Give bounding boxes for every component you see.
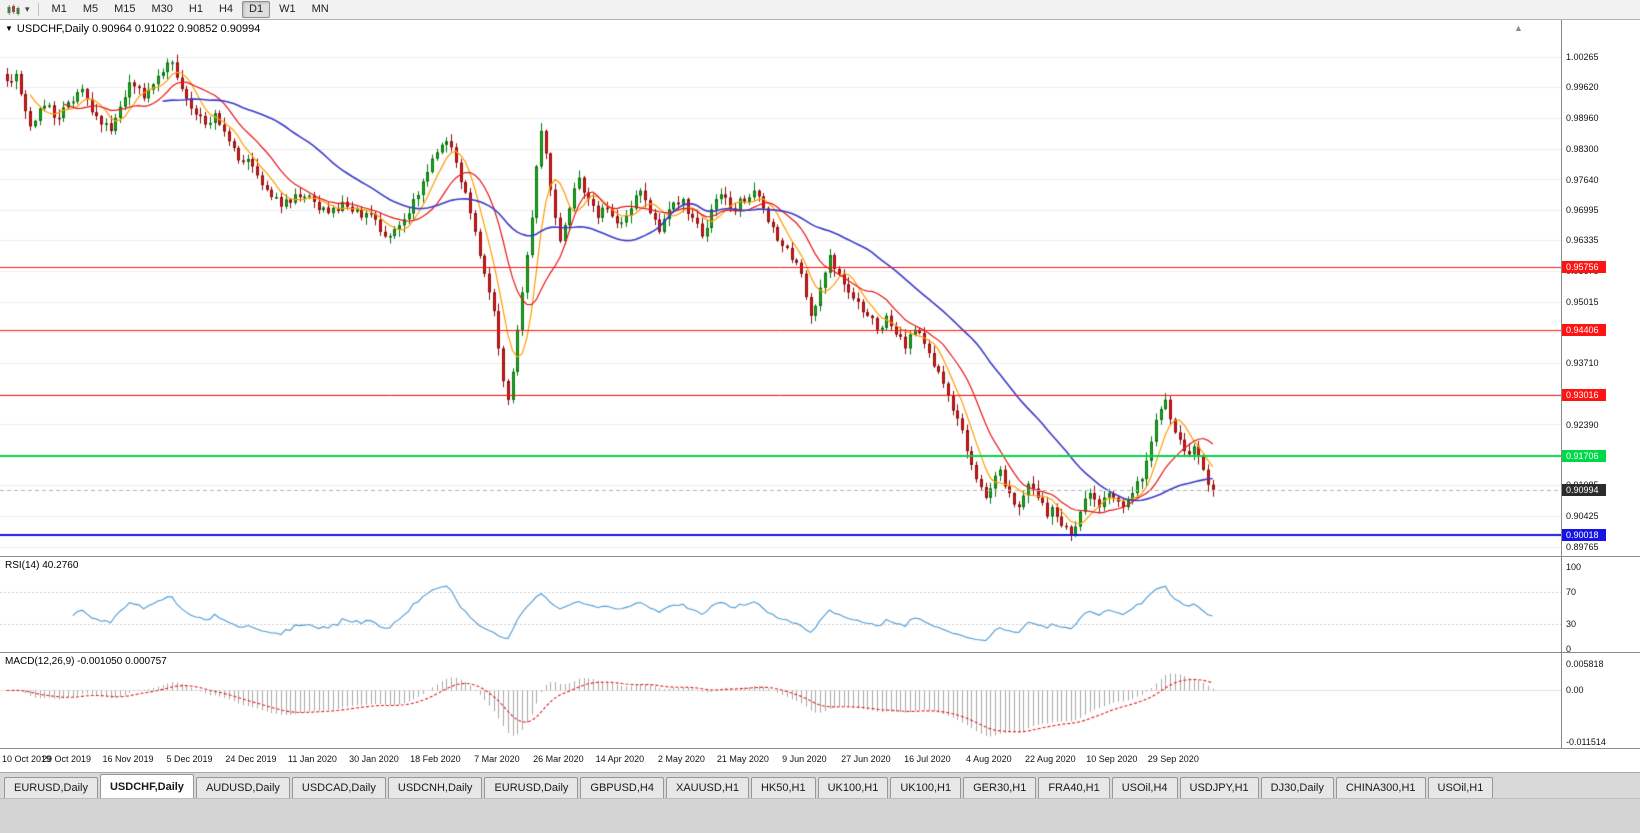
current-price-badge: 0.90994	[1562, 483, 1606, 496]
rsi-tick-label: 30	[1566, 619, 1577, 630]
chart-tab-bar: EURUSD,Daily USDCHF,Daily AUDUSD,Daily USDC…	[0, 772, 1640, 798]
chart-shift-marker-icon[interactable]: ▲	[1514, 23, 1523, 33]
rsi-tick-label: 0	[1566, 644, 1572, 654]
chart-type-icon-glyph	[7, 4, 20, 15]
date-label: 9 Jun 2020	[782, 754, 827, 764]
price-tick-label: 0.92390	[1566, 419, 1599, 430]
timeframe-button-m1[interactable]: M1	[51, 3, 67, 15]
price-tick-label: 0.98960	[1566, 112, 1599, 123]
chart-type-icon[interactable]	[6, 4, 20, 16]
chart-tab-china300-h1[interactable]: CHINA300,H1	[1335, 777, 1426, 798]
date-label: 2 May 2020	[657, 754, 705, 764]
chart-tab-hk50-h1[interactable]: HK50,H1	[750, 777, 816, 798]
macd-header: MACD(12,26,9) -0.001050 0.000757	[5, 656, 167, 667]
chart-tab-audusd-daily[interactable]: AUDUSD,Daily	[195, 777, 290, 798]
date-label: 30 Jan 2020	[349, 754, 399, 764]
date-axis: 10 Oct 2019 29 Oct 2019 16 Nov 2019 5 Dec 2…	[0, 748, 1640, 772]
dropdown-caret-icon[interactable]: ▾	[25, 4, 30, 14]
main-chart-canvas[interactable]	[0, 20, 1561, 556]
date-label: 10 Oct 2019	[2, 754, 52, 764]
date-label: 4 Aug 2020	[966, 754, 1012, 764]
chart-tab-usdchf-daily[interactable]: USDCHF,Daily	[99, 774, 194, 798]
date-label: 16 Jul 2020	[904, 754, 951, 764]
price-level-badge: 0.93016	[1562, 389, 1606, 402]
chart-tab-usoil-h4[interactable]: USOil,H4	[1111, 777, 1178, 798]
timeframe-button-m15[interactable]: M15	[114, 3, 136, 15]
timeframe-button-h4[interactable]: H4	[218, 3, 234, 15]
chart-ohlc-text: USDCHF,Daily 0.90964 0.91022 0.90852 0.9…	[16, 23, 261, 35]
date-label: 10 Sep 2020	[1086, 754, 1138, 764]
date-label: 24 Dec 2019	[225, 754, 277, 764]
chart-tab-xauusd-h1[interactable]: XAUUSD,H1	[665, 777, 749, 798]
rsi-header: RSI(14) 40.2760	[5, 560, 79, 571]
price-level-badge: 0.90018	[1562, 529, 1606, 542]
chart-tab-fra40-h1[interactable]: FRA40,H1	[1038, 777, 1110, 798]
rsi-canvas[interactable]	[0, 557, 1561, 652]
timeframe-button-m5[interactable]: M5	[82, 3, 99, 15]
date-label: 14 Apr 2020	[595, 754, 645, 764]
price-tick-label: 0.90425	[1566, 511, 1599, 522]
timeframe-button-group: M1 M5 M15 M30 H1 H4 D1 W1 MN	[44, 1, 337, 18]
price-tick-label: 0.96335	[1566, 235, 1599, 246]
status-bar	[0, 798, 1640, 833]
date-label: 16 Nov 2019	[102, 754, 154, 764]
price-level-badge: 0.95756	[1562, 261, 1606, 274]
timeframe-button-h1[interactable]: H1	[188, 3, 203, 15]
chart-tab-uk100-h1[interactable]: UK100,H1	[890, 777, 962, 798]
date-label: 26 Mar 2020	[533, 754, 584, 764]
macd-tick-label: -0.011514	[1566, 736, 1606, 747]
date-label: 11 Jan 2020	[287, 754, 337, 764]
date-label: 18 Feb 2020	[410, 754, 461, 764]
macd-canvas[interactable]	[0, 653, 1561, 748]
price-tick-label: 0.97640	[1566, 174, 1599, 185]
date-label: 5 Dec 2019	[166, 754, 213, 764]
price-tick-label: 0.95015	[1566, 297, 1599, 307]
chart-tab-eurusd-daily[interactable]: EURUSD,Daily	[484, 777, 579, 798]
chart-tab-usdcad-daily[interactable]: USDCAD,Daily	[291, 777, 386, 798]
price-tick-label: 0.89765	[1566, 542, 1599, 552]
chart-tab-gbpusd-h4[interactable]: GBPUSD,H4	[580, 777, 664, 798]
macd-panel: MACD(12,26,9) -0.001050 0.000757 0.00581…	[0, 652, 1640, 748]
chart-tab-usdcnh-daily[interactable]: USDCNH,Daily	[387, 777, 483, 798]
price-tick-label: 0.93710	[1566, 357, 1599, 368]
chart-tab-usoil-h1[interactable]: USOil,H1	[1427, 777, 1494, 798]
timeframe-button-mn[interactable]: MN	[311, 3, 329, 15]
date-label: 22 Aug 2020	[1025, 754, 1076, 764]
toolbar-separator	[37, 3, 39, 16]
price-tick-label: 0.96995	[1566, 204, 1599, 215]
rsi-panel: RSI(14) 40.2760 100 70 30 0	[0, 556, 1640, 654]
timeframe-button-w1[interactable]: W1	[279, 3, 296, 15]
chart-tab-ger30-h1[interactable]: GER30,H1	[963, 777, 1037, 798]
macd-tick-label: 0.005818	[1566, 659, 1604, 670]
chart-tab-uk100-h1[interactable]: UK100,H1	[817, 777, 889, 798]
main-chart-panel: ▼ USDCHF,Daily 0.90964 0.91022 0.90852 0.…	[0, 20, 1640, 556]
price-tick-label: 0.99620	[1566, 82, 1599, 93]
toolbar: ▾ M1 M5 M15 M30 H1 H4 D1 W1 MN	[0, 0, 1640, 20]
date-label: 7 Mar 2020	[474, 754, 520, 764]
date-label: 21 May 2020	[716, 754, 769, 764]
date-label: 27 Jun 2020	[841, 754, 891, 764]
rsi-tick-label: 70	[1566, 586, 1577, 597]
macd-tick-label: 0.00	[1566, 685, 1584, 696]
price-axis: 1.00265 0.99620 0.98960 0.98300 0.97640 0.969…	[1561, 20, 1640, 556]
price-level-badge: 0.94406	[1562, 324, 1606, 337]
timeframe-button-d1[interactable]: D1	[242, 1, 271, 18]
price-tick-label: 0.98300	[1566, 143, 1599, 154]
price-tick-label: 1.00265	[1566, 52, 1599, 62]
chart-ohlc-header: ▼ USDCHF,Daily 0.90964 0.91022 0.90852 0.…	[5, 23, 260, 35]
chart-tab-usdjpy-h1[interactable]: USDJPY,H1	[1179, 777, 1259, 798]
chart-tab-dj30-daily[interactable]: DJ30,Daily	[1260, 777, 1334, 798]
rsi-tick-label: 100	[1566, 562, 1582, 572]
price-level-badge: 0.91706	[1562, 450, 1606, 463]
macd-axis: 0.005818 0.00 -0.011514	[1561, 653, 1640, 748]
date-label: 29 Oct 2019	[41, 754, 92, 764]
chart-tab-eurusd-daily[interactable]: EURUSD,Daily	[4, 777, 98, 798]
timeframe-button-m30[interactable]: M30	[151, 3, 173, 15]
rsi-axis: 100 70 30 0	[1561, 557, 1640, 654]
collapse-triangle-icon[interactable]: ▼	[5, 24, 13, 33]
date-label: 29 Sep 2020	[1147, 754, 1199, 764]
